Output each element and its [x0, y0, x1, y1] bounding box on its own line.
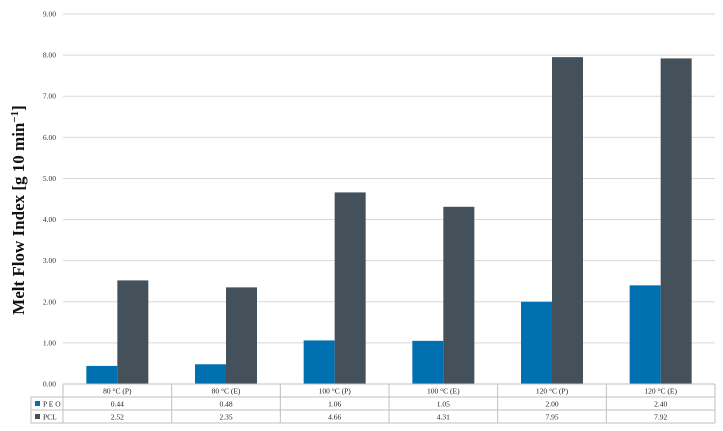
data-label: 1.06	[328, 400, 341, 409]
x-tick-label: 80 °C (P)	[103, 387, 132, 396]
bar-peo	[303, 340, 335, 384]
legend-label: PCL	[43, 413, 57, 422]
y-tick-label: 2.00	[43, 297, 56, 306]
data-table: 80 °C (P) 80 °C (E) 100 °C (P) 100 °C (E) 12…	[30, 383, 716, 424]
x-tick-label: 100 °C (P)	[319, 387, 352, 396]
bar-peo	[629, 285, 661, 384]
y-axis-label-sup: −1	[9, 111, 21, 123]
y-axis-label-close: ]	[9, 105, 28, 111]
legend-label: P E O	[43, 400, 61, 409]
bars	[86, 57, 692, 385]
data-label: 0.48	[219, 400, 232, 409]
y-axis-ticks: 0.00 1.00 2.00 3.00 4.00 5.00 6.00 7.00 8.00 9.00	[43, 10, 56, 389]
bar-peo	[195, 364, 226, 384]
y-tick-label: 3.00	[43, 256, 56, 265]
data-label: 4.66	[328, 413, 341, 422]
y-tick-label: 1.00	[43, 338, 56, 347]
bar-peo	[412, 340, 444, 384]
y-tick-label: 9.00	[43, 10, 56, 19]
bar-pcl	[117, 280, 149, 384]
data-label: 1.05	[437, 400, 450, 409]
bar-peo	[86, 365, 118, 384]
data-label: 4.31	[437, 413, 450, 422]
y-axis-label: Melt Flow Index [g 10 min−1]	[9, 105, 28, 315]
x-tick-label: 120 °C (E)	[644, 387, 677, 396]
bar-pcl	[226, 287, 257, 384]
y-tick-label: 6.00	[43, 133, 56, 142]
y-tick-label: 7.00	[43, 92, 56, 101]
y-tick-label: 0.00	[43, 380, 56, 389]
x-tick-label: 100 °C (E)	[427, 387, 460, 396]
y-tick-label: 4.00	[43, 215, 56, 224]
bar-pcl	[552, 57, 583, 385]
data-label: 2.52	[111, 413, 124, 422]
bar-pcl	[334, 192, 366, 384]
x-tick-label: 80 °C (E)	[212, 387, 241, 396]
data-label: 2.35	[219, 413, 232, 422]
y-tick-label: 8.00	[43, 51, 56, 60]
data-label: 2.40	[654, 400, 667, 409]
data-label: 0.44	[111, 400, 124, 409]
x-tick-label: 120 °C (P)	[536, 387, 569, 396]
gridlines	[63, 13, 715, 344]
legend-swatch	[35, 414, 40, 419]
bar-pcl	[660, 58, 692, 385]
data-label: 7.92	[654, 413, 667, 422]
data-label: 7.95	[545, 413, 558, 422]
legend-swatch	[35, 401, 40, 406]
data-label: 2.00	[545, 400, 558, 409]
bar-pcl	[443, 206, 475, 384]
bar-peo	[521, 301, 552, 384]
y-tick-label: 5.00	[43, 174, 56, 183]
y-axis-label-main: Melt Flow Index [g 10 min	[9, 122, 28, 315]
